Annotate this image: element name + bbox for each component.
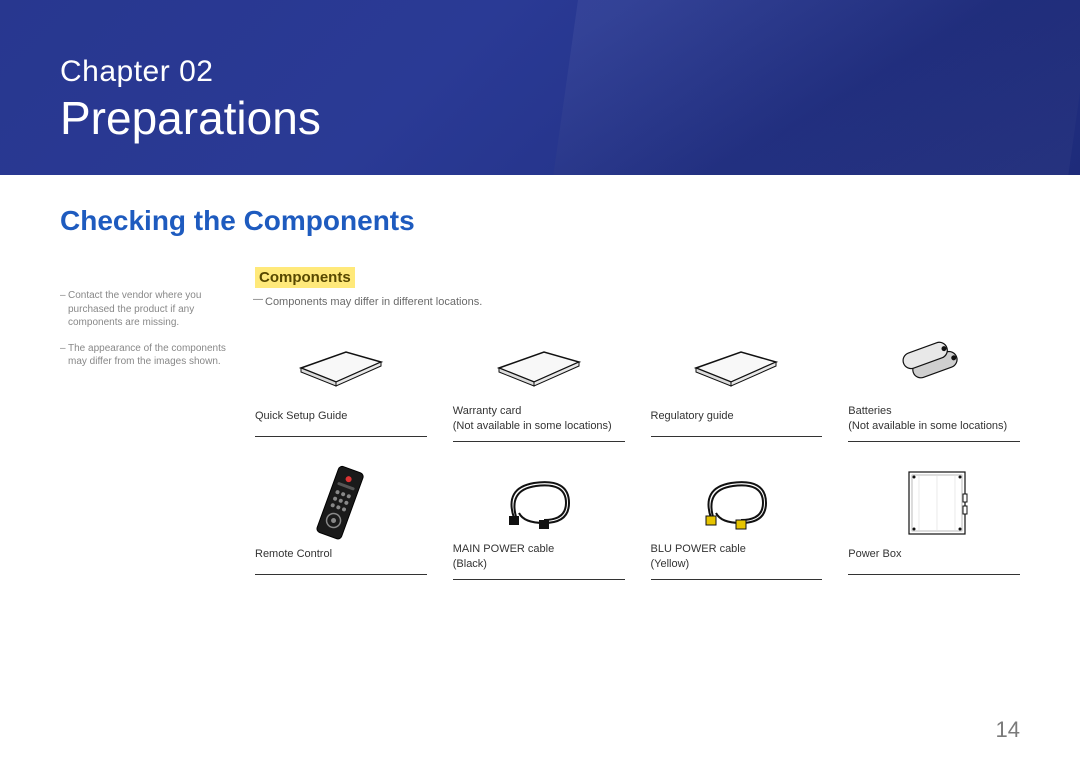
component-label: BLU POWER cable (Yellow) xyxy=(651,542,823,579)
chapter-label: Chapter 02 xyxy=(60,55,1080,89)
batteries-icon xyxy=(848,326,1020,404)
main-power-cable-icon xyxy=(453,464,625,542)
chapter-title: Preparations xyxy=(60,91,1080,145)
divider xyxy=(255,436,427,437)
divider xyxy=(651,579,823,580)
two-column-layout: Contact the vendor where you purchased t… xyxy=(60,267,1020,580)
label-line1: Quick Setup Guide xyxy=(255,409,427,424)
components-grid: Quick Setup Guide Warranty car xyxy=(255,326,1020,580)
divider xyxy=(453,441,625,442)
chapter-header-banner: Chapter 02 Preparations xyxy=(0,0,1080,175)
page-content: Checking the Components Contact the vend… xyxy=(0,175,1080,580)
label-line1: Batteries xyxy=(848,404,1020,419)
quick-setup-guide-icon xyxy=(255,326,427,404)
remote-control-icon xyxy=(255,464,427,542)
component-label: Power Box xyxy=(848,542,1020,574)
divider xyxy=(255,574,427,575)
power-box-icon xyxy=(848,464,1020,542)
warranty-card-icon xyxy=(453,326,625,404)
main-column: Components Components may differ in diff… xyxy=(255,267,1020,580)
regulatory-guide-icon xyxy=(651,326,823,404)
component-label: Regulatory guide xyxy=(651,404,823,436)
label-line2: (Not available in some locations) xyxy=(453,419,625,434)
component-label: Quick Setup Guide xyxy=(255,404,427,436)
component-quick-setup-guide: Quick Setup Guide xyxy=(255,326,427,442)
label-line2: (Black) xyxy=(453,557,625,572)
label-line1: Power Box xyxy=(848,547,1020,562)
label-line1: BLU POWER cable xyxy=(651,542,823,557)
component-regulatory-guide: Regulatory guide xyxy=(651,326,823,442)
component-remote-control: Remote Control xyxy=(255,464,427,580)
label-line1: Remote Control xyxy=(255,547,427,562)
label-line1: Warranty card xyxy=(453,404,625,419)
divider xyxy=(848,574,1020,575)
component-main-power-cable: MAIN POWER cable (Black) xyxy=(453,464,625,580)
component-power-box: Power Box xyxy=(848,464,1020,580)
divider xyxy=(651,436,823,437)
component-label: Remote Control xyxy=(255,542,427,574)
blu-power-cable-icon xyxy=(651,464,823,542)
components-subheading: Components xyxy=(255,267,355,288)
divider xyxy=(848,441,1020,442)
side-notes-column: Contact the vendor where you purchased t… xyxy=(60,267,235,580)
component-blu-power-cable: BLU POWER cable (Yellow) xyxy=(651,464,823,580)
label-line2: (Not available in some locations) xyxy=(848,419,1020,434)
component-label: Batteries (Not available in some locatio… xyxy=(848,404,1020,441)
component-label: Warranty card (Not available in some loc… xyxy=(453,404,625,441)
page-number: 14 xyxy=(996,717,1020,743)
section-heading: Checking the Components xyxy=(60,205,1020,237)
label-line2: (Yellow) xyxy=(651,557,823,572)
component-batteries: Batteries (Not available in some locatio… xyxy=(848,326,1020,442)
label-line1: Regulatory guide xyxy=(651,409,823,424)
component-warranty-card: Warranty card (Not available in some loc… xyxy=(453,326,625,442)
divider xyxy=(453,579,625,580)
label-line1: MAIN POWER cable xyxy=(453,542,625,557)
component-label: MAIN POWER cable (Black) xyxy=(453,542,625,579)
side-note: Contact the vendor where you purchased t… xyxy=(60,289,235,330)
side-note: The appearance of the components may dif… xyxy=(60,342,235,369)
components-note: Components may differ in different locat… xyxy=(255,296,1020,308)
